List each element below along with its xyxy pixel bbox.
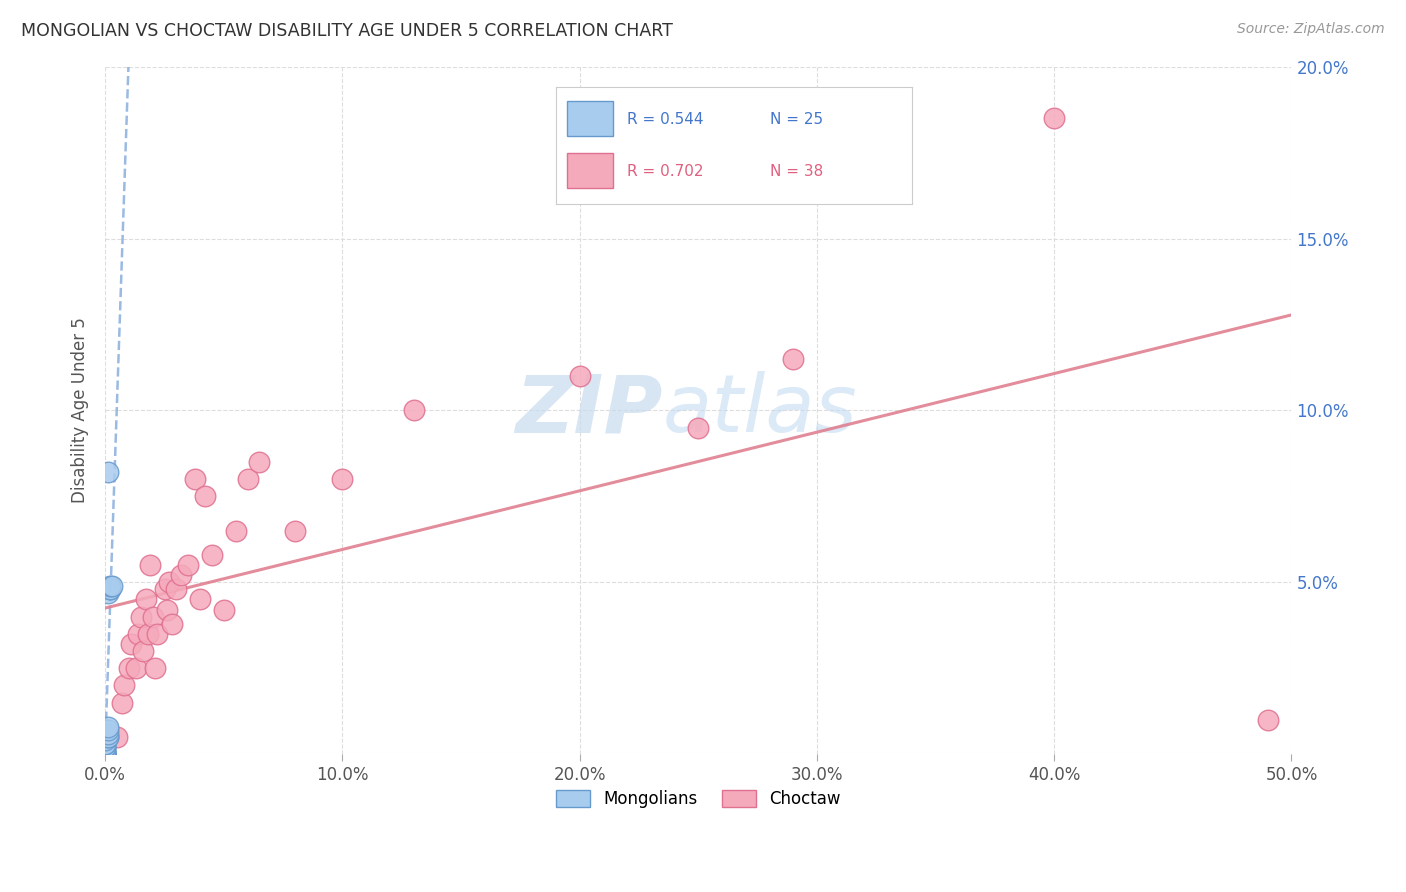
Point bbox=[782, 351, 804, 366]
Point bbox=[332, 472, 354, 486]
Point bbox=[101, 579, 124, 593]
Point bbox=[568, 369, 591, 384]
Point bbox=[139, 558, 162, 573]
Legend: Mongolians, Choctaw: Mongolians, Choctaw bbox=[550, 783, 846, 814]
Point bbox=[94, 744, 117, 758]
Point bbox=[194, 489, 217, 503]
Point bbox=[94, 744, 117, 758]
Point bbox=[112, 678, 135, 692]
Point bbox=[94, 747, 117, 762]
Text: ZIP: ZIP bbox=[516, 371, 662, 450]
Point bbox=[97, 465, 120, 479]
Point bbox=[111, 696, 134, 710]
Point bbox=[135, 592, 157, 607]
Point bbox=[94, 747, 117, 762]
Point bbox=[156, 603, 179, 617]
Point bbox=[284, 524, 307, 538]
Point bbox=[688, 420, 710, 434]
Point bbox=[105, 730, 128, 744]
Point bbox=[201, 548, 224, 562]
Point bbox=[157, 575, 180, 590]
Point bbox=[402, 403, 425, 417]
Point bbox=[236, 472, 259, 486]
Point bbox=[94, 737, 117, 751]
Point bbox=[142, 609, 165, 624]
Point bbox=[94, 740, 117, 755]
Point bbox=[97, 730, 120, 744]
Point bbox=[132, 644, 155, 658]
Point bbox=[146, 627, 169, 641]
Point bbox=[129, 609, 152, 624]
Point bbox=[97, 720, 120, 734]
Point bbox=[125, 661, 148, 675]
Y-axis label: Disability Age Under 5: Disability Age Under 5 bbox=[72, 318, 89, 503]
Point bbox=[136, 627, 159, 641]
Point bbox=[94, 747, 117, 762]
Point bbox=[94, 737, 117, 751]
Text: MONGOLIAN VS CHOCTAW DISABILITY AGE UNDER 5 CORRELATION CHART: MONGOLIAN VS CHOCTAW DISABILITY AGE UNDE… bbox=[21, 22, 673, 40]
Point bbox=[94, 747, 117, 762]
Point bbox=[127, 627, 149, 641]
Point bbox=[97, 726, 120, 740]
Point bbox=[160, 616, 183, 631]
Point bbox=[1043, 111, 1066, 125]
Text: Source: ZipAtlas.com: Source: ZipAtlas.com bbox=[1237, 22, 1385, 37]
Point bbox=[98, 582, 121, 597]
Point bbox=[97, 723, 120, 738]
Point bbox=[94, 744, 117, 758]
Point bbox=[249, 455, 271, 469]
Point bbox=[1257, 713, 1279, 727]
Point bbox=[153, 582, 176, 597]
Point bbox=[170, 568, 193, 582]
Point bbox=[97, 730, 120, 744]
Point bbox=[94, 747, 117, 762]
Point bbox=[120, 637, 142, 651]
Point bbox=[177, 558, 200, 573]
Point bbox=[98, 582, 121, 597]
Point bbox=[97, 585, 120, 599]
Point bbox=[118, 661, 141, 675]
Point bbox=[225, 524, 247, 538]
Point bbox=[94, 740, 117, 755]
Point bbox=[98, 579, 121, 593]
Point bbox=[94, 733, 117, 747]
Point bbox=[165, 582, 187, 597]
Point bbox=[212, 603, 235, 617]
Point bbox=[184, 472, 207, 486]
Point bbox=[188, 592, 211, 607]
Text: atlas: atlas bbox=[662, 371, 858, 450]
Point bbox=[94, 747, 117, 762]
Point bbox=[143, 661, 166, 675]
